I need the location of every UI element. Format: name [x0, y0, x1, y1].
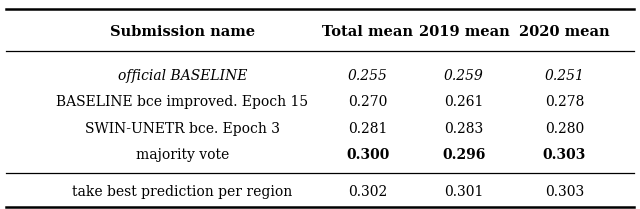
Text: 0.280: 0.280	[545, 122, 584, 135]
Text: SWIN-UNETR bce. Epoch 3: SWIN-UNETR bce. Epoch 3	[85, 122, 280, 135]
Text: 2019 mean: 2019 mean	[419, 25, 509, 39]
Text: 0.302: 0.302	[348, 185, 388, 199]
Text: 0.301: 0.301	[444, 185, 484, 199]
Text: 0.251: 0.251	[545, 69, 584, 83]
Text: Submission name: Submission name	[110, 25, 255, 39]
Text: Total mean: Total mean	[323, 25, 413, 39]
Text: 0.281: 0.281	[348, 122, 388, 135]
Text: 0.303: 0.303	[543, 148, 586, 162]
Text: 0.261: 0.261	[444, 96, 484, 109]
Text: 0.255: 0.255	[348, 69, 388, 83]
Text: 0.270: 0.270	[348, 96, 388, 109]
Text: 0.283: 0.283	[444, 122, 484, 135]
Text: 0.300: 0.300	[346, 148, 390, 162]
Text: 2020 mean: 2020 mean	[519, 25, 610, 39]
Text: 0.296: 0.296	[442, 148, 486, 162]
Text: BASELINE bce improved. Epoch 15: BASELINE bce improved. Epoch 15	[56, 96, 308, 109]
Text: 0.278: 0.278	[545, 96, 584, 109]
Text: 0.259: 0.259	[444, 69, 484, 83]
Text: take best prediction per region: take best prediction per region	[72, 185, 292, 199]
Text: majority vote: majority vote	[136, 148, 229, 162]
Text: 0.303: 0.303	[545, 185, 584, 199]
Text: official BASELINE: official BASELINE	[118, 69, 247, 83]
